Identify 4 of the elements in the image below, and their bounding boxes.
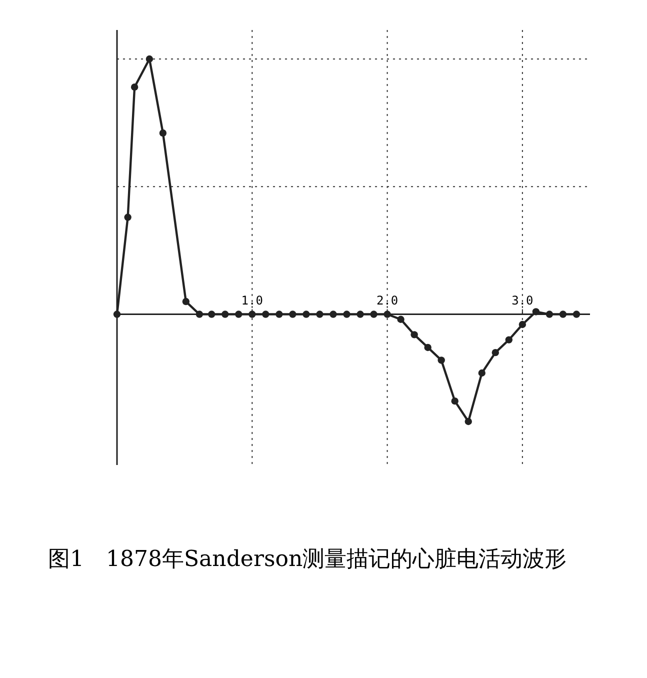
x-tick-label: 2.0 (376, 293, 398, 308)
x-tick-label: 3.0 (512, 293, 534, 308)
x-tick-label: 1.0 (241, 293, 263, 308)
text: 图1 1878年Sanderson测量描记的心脏电活动波形 (48, 546, 568, 574)
